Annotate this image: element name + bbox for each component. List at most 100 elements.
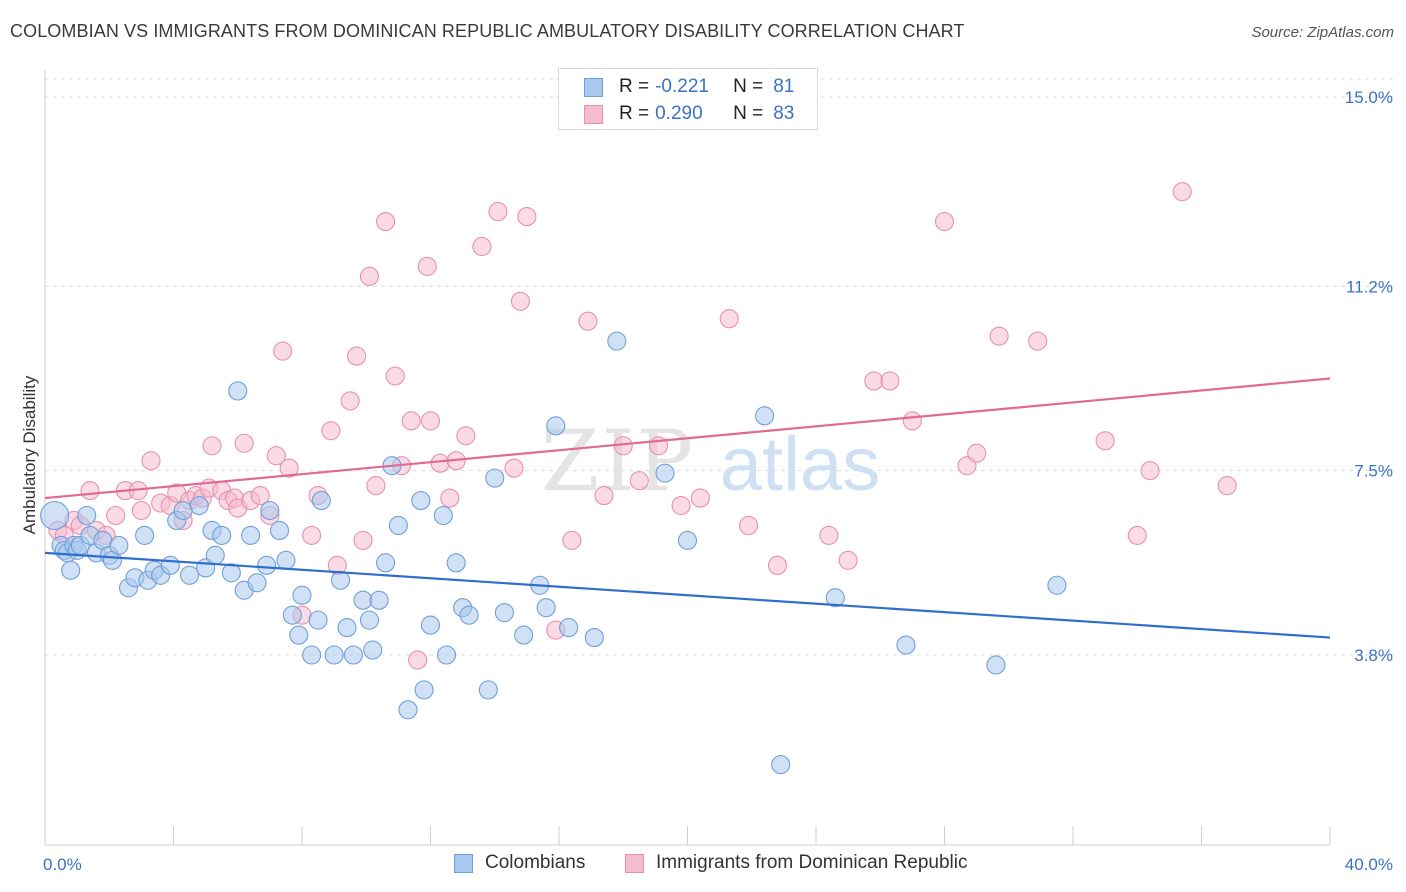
data-point-colombians [359, 610, 380, 630]
legend-r-value: -0.221 [655, 76, 709, 97]
data-point-colombians [160, 555, 180, 575]
data-point-dominican [279, 458, 299, 478]
data-point-colombians [40, 500, 70, 531]
legend-swatch-pink [584, 104, 603, 124]
data-point-dominican [1217, 476, 1237, 496]
data-point-colombians [247, 573, 267, 593]
data-point-dominican [385, 366, 405, 386]
data-point-colombians [755, 406, 775, 426]
data-point-dominican [131, 500, 151, 521]
data-point-colombians [269, 520, 290, 540]
data-point-dominican [1140, 461, 1160, 481]
data-point-dominican [690, 488, 710, 508]
trend-line-dominican [44, 377, 1331, 500]
y-tick-label: 7.5% [1354, 462, 1393, 481]
data-point-colombians [61, 560, 81, 580]
data-point-dominican [266, 446, 286, 466]
data-point-dominican [934, 212, 955, 232]
data-point-dominican [967, 443, 987, 463]
correlation-legend: R = -0.221 N = 81 R = 0.290 N = 83 [558, 68, 818, 130]
data-point-colombians [353, 590, 373, 610]
data-point-colombians [584, 628, 604, 648]
gridlines [45, 78, 1395, 656]
data-point-colombians [536, 598, 556, 618]
data-point-colombians [324, 645, 344, 665]
data-point-colombians [330, 570, 351, 590]
data-point-colombians [302, 645, 322, 665]
legend-item-dominican[interactable]: Immigrants from Dominican Republic [625, 852, 968, 874]
data-point-colombians [546, 416, 566, 436]
legend-item-colombians[interactable]: Colombians [454, 852, 585, 874]
data-point-dominican [141, 451, 161, 471]
data-point-colombians [485, 468, 505, 488]
data-point-colombians [173, 500, 193, 521]
data-point-colombians [446, 553, 466, 573]
data-point-colombians [420, 615, 441, 635]
legend-row-colombians: R = -0.221 N = 81 [584, 75, 794, 99]
chart-title: COLOMBIAN VS IMMIGRANTS FROM DOMINICAN R… [10, 21, 965, 41]
trend-lines [44, 377, 1331, 639]
data-point-colombians [986, 655, 1006, 675]
data-point-dominican [989, 326, 1009, 346]
data-point-colombians [677, 530, 698, 550]
y-tick-label: 3.8% [1354, 646, 1393, 665]
data-point-colombians [180, 565, 200, 585]
data-point-colombians [825, 588, 845, 608]
data-point-colombians [241, 525, 261, 545]
data-point-dominican [302, 525, 322, 545]
data-point-dominican [880, 371, 900, 391]
data-point-dominican [517, 207, 537, 227]
data-point-colombians [292, 585, 312, 605]
data-point-dominican [562, 530, 582, 550]
data-point-dominican [366, 476, 386, 496]
data-point-colombians [343, 645, 363, 665]
legend-swatch-colombians [454, 853, 473, 873]
data-point-colombians [437, 645, 457, 665]
data-point-colombians [77, 505, 97, 526]
data-point-dominican [340, 391, 360, 411]
data-point-dominican [488, 202, 508, 222]
data-point-dominican [106, 505, 126, 526]
data-point-colombians [289, 625, 309, 645]
data-point-colombians [1047, 575, 1067, 595]
data-point-dominican [671, 495, 691, 516]
data-point-dominican [510, 291, 531, 311]
data-point-dominican [401, 411, 421, 431]
data-point-colombians [494, 603, 514, 623]
x-tick-label: 0.0% [43, 855, 82, 874]
data-point-colombians [276, 550, 296, 570]
data-point-colombians [411, 491, 431, 511]
series-colombians-points [40, 331, 1067, 775]
watermark-zip: ZIP [541, 412, 695, 510]
trend-line-colombians [44, 551, 1331, 639]
data-point-colombians [189, 495, 209, 516]
watermark: ZIP atlas [541, 412, 880, 510]
data-point-colombians [257, 555, 277, 575]
legend-r-label: R = [619, 103, 650, 124]
data-point-dominican [738, 515, 759, 536]
data-point-dominican [1127, 525, 1147, 545]
data-point-dominican [440, 488, 460, 508]
data-point-colombians [607, 331, 627, 351]
data-point-dominican [864, 371, 884, 391]
data-point-colombians [559, 618, 579, 638]
data-point-colombians [363, 640, 383, 660]
data-point-dominican [420, 411, 441, 431]
data-point-dominican [819, 525, 839, 545]
y-axis-label: Ambulatory Disability [20, 375, 39, 534]
legend-n-label: N = [733, 103, 764, 124]
data-point-dominican [578, 311, 598, 331]
data-point-dominican [1028, 331, 1048, 351]
data-point-dominican [719, 309, 739, 329]
x-tick-label: 40.0% [1345, 855, 1393, 874]
data-point-dominican [408, 650, 428, 670]
data-point-colombians [135, 525, 155, 545]
legend-row-dominican: R = 0.290 N = 83 [584, 102, 794, 126]
series-legend: Colombians Immigrants from Dominican Rep… [0, 852, 1406, 876]
data-point-colombians [414, 680, 434, 700]
data-point-colombians [514, 625, 534, 645]
data-point-colombians [212, 525, 232, 545]
legend-swatch-blue [584, 77, 603, 97]
data-point-colombians [308, 610, 328, 630]
data-point-colombians [398, 700, 418, 720]
